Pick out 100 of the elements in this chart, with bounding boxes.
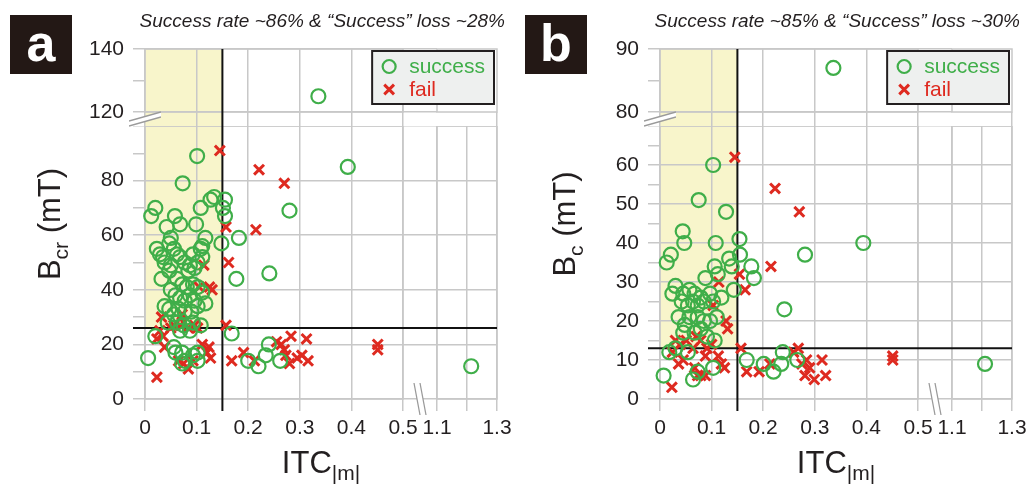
x-tick-label: 0.5 <box>388 415 418 439</box>
point <box>681 281 698 298</box>
point <box>697 270 714 287</box>
point <box>765 363 782 380</box>
point <box>740 365 754 379</box>
x-axis-title: ITC$_{|m|}$ <box>281 445 361 487</box>
point <box>755 355 772 372</box>
point <box>213 144 227 158</box>
point <box>662 246 679 263</box>
y-tick-label: 140 <box>88 35 124 59</box>
point <box>717 203 735 220</box>
point <box>792 205 806 219</box>
point <box>695 312 712 330</box>
y-tick-label: 60 <box>100 222 124 245</box>
point <box>672 357 686 371</box>
x-tick-label: 0 <box>139 415 151 439</box>
point <box>707 234 724 252</box>
y-tick-label: 50 <box>615 190 639 214</box>
point <box>237 346 251 360</box>
point <box>676 316 693 333</box>
point <box>701 312 719 330</box>
point <box>731 231 748 248</box>
point <box>745 270 763 287</box>
point <box>690 192 707 209</box>
x-tick-label: 0.2 <box>748 415 778 439</box>
point <box>658 254 675 271</box>
y-tick-label: 30 <box>615 268 639 292</box>
point <box>695 293 712 310</box>
point <box>743 258 760 275</box>
point <box>676 234 693 252</box>
y-tick-label: 20 <box>615 307 639 331</box>
point <box>706 258 723 275</box>
point <box>886 349 900 363</box>
point <box>764 259 778 273</box>
point <box>222 256 236 269</box>
x-tick-label: 0 <box>654 415 666 439</box>
y-tick-label: 20 <box>100 331 124 355</box>
x-tick-label: 1.1 <box>937 415 967 439</box>
y-tick-label: 60 <box>615 151 639 175</box>
x-tick-label: 0.4 <box>851 415 882 439</box>
chart-title: Success rate ~85% & “Success” loss ~30% <box>654 10 1020 32</box>
x-tick-label: 0.3 <box>285 415 315 439</box>
point <box>249 223 263 237</box>
point <box>689 309 706 326</box>
x-tick-label: 0.1 <box>182 415 212 439</box>
x-tick-label: 1.1 <box>422 415 452 439</box>
legend-label: success <box>924 54 1000 78</box>
y-tick-label: 10 <box>615 346 639 370</box>
point <box>705 359 722 376</box>
point <box>674 223 691 240</box>
y-tick-label: 40 <box>100 276 124 300</box>
point <box>738 351 755 369</box>
point <box>295 348 309 362</box>
point <box>290 351 304 365</box>
x-tick-label: 0.4 <box>336 415 367 439</box>
point <box>708 309 725 326</box>
point <box>815 353 829 367</box>
point <box>252 163 266 177</box>
x-tick-label: 1.3 <box>482 415 512 439</box>
point <box>819 369 833 383</box>
point <box>705 293 722 310</box>
point <box>718 361 731 375</box>
point <box>731 246 749 263</box>
point <box>728 150 742 164</box>
point <box>150 370 164 384</box>
y-tick-label: 0 <box>627 385 639 409</box>
x-tick-label: 0.2 <box>233 415 263 439</box>
point <box>725 281 742 298</box>
point <box>679 344 696 361</box>
y-tick-label: 120 <box>88 98 124 122</box>
x-tick-label: 0.1 <box>697 415 727 439</box>
point <box>701 285 719 302</box>
point <box>774 344 791 361</box>
x-tick-label: 0.5 <box>903 415 933 439</box>
point <box>791 341 805 355</box>
point <box>301 354 315 368</box>
text: b <box>525 14 587 74</box>
chart-title: Success rate ~86% & “Success” loss ~28% <box>139 10 505 32</box>
point <box>300 332 313 346</box>
point <box>733 267 746 281</box>
x-tick-label: 0.3 <box>800 415 830 439</box>
point <box>665 380 679 394</box>
point <box>713 289 730 306</box>
point <box>723 258 740 275</box>
y-tick-label: 80 <box>615 98 639 122</box>
point <box>776 301 793 318</box>
legend-label: fail <box>924 77 951 101</box>
y-tick-label: 90 <box>615 35 639 59</box>
point <box>709 266 726 283</box>
point <box>679 297 696 314</box>
y-tick-label: 0 <box>112 385 124 409</box>
point <box>675 324 692 341</box>
point <box>796 246 814 263</box>
point <box>768 181 782 195</box>
y-tick-label: 80 <box>100 167 124 191</box>
point <box>225 354 239 368</box>
point <box>673 293 690 310</box>
point <box>698 328 716 345</box>
point <box>670 309 687 326</box>
point <box>855 234 872 252</box>
